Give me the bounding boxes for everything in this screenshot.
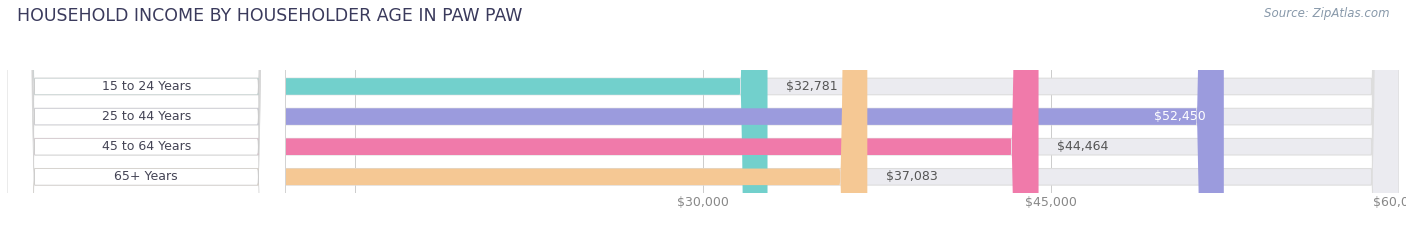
FancyBboxPatch shape — [7, 0, 1039, 233]
FancyBboxPatch shape — [7, 0, 285, 233]
Text: $52,450: $52,450 — [1153, 110, 1205, 123]
FancyBboxPatch shape — [7, 0, 1399, 233]
Text: Source: ZipAtlas.com: Source: ZipAtlas.com — [1264, 7, 1389, 20]
FancyBboxPatch shape — [7, 0, 768, 233]
FancyBboxPatch shape — [7, 0, 285, 233]
FancyBboxPatch shape — [7, 0, 1223, 233]
Text: $44,464: $44,464 — [1057, 140, 1108, 153]
Text: HOUSEHOLD INCOME BY HOUSEHOLDER AGE IN PAW PAW: HOUSEHOLD INCOME BY HOUSEHOLDER AGE IN P… — [17, 7, 522, 25]
FancyBboxPatch shape — [7, 0, 1399, 233]
Text: 25 to 44 Years: 25 to 44 Years — [101, 110, 191, 123]
FancyBboxPatch shape — [7, 0, 868, 233]
FancyBboxPatch shape — [7, 0, 1399, 233]
FancyBboxPatch shape — [7, 0, 1399, 233]
Text: 65+ Years: 65+ Years — [114, 170, 179, 183]
FancyBboxPatch shape — [7, 0, 285, 233]
Text: 15 to 24 Years: 15 to 24 Years — [101, 80, 191, 93]
Text: 45 to 64 Years: 45 to 64 Years — [101, 140, 191, 153]
Text: $32,781: $32,781 — [786, 80, 838, 93]
FancyBboxPatch shape — [7, 0, 285, 233]
Text: $37,083: $37,083 — [886, 170, 938, 183]
